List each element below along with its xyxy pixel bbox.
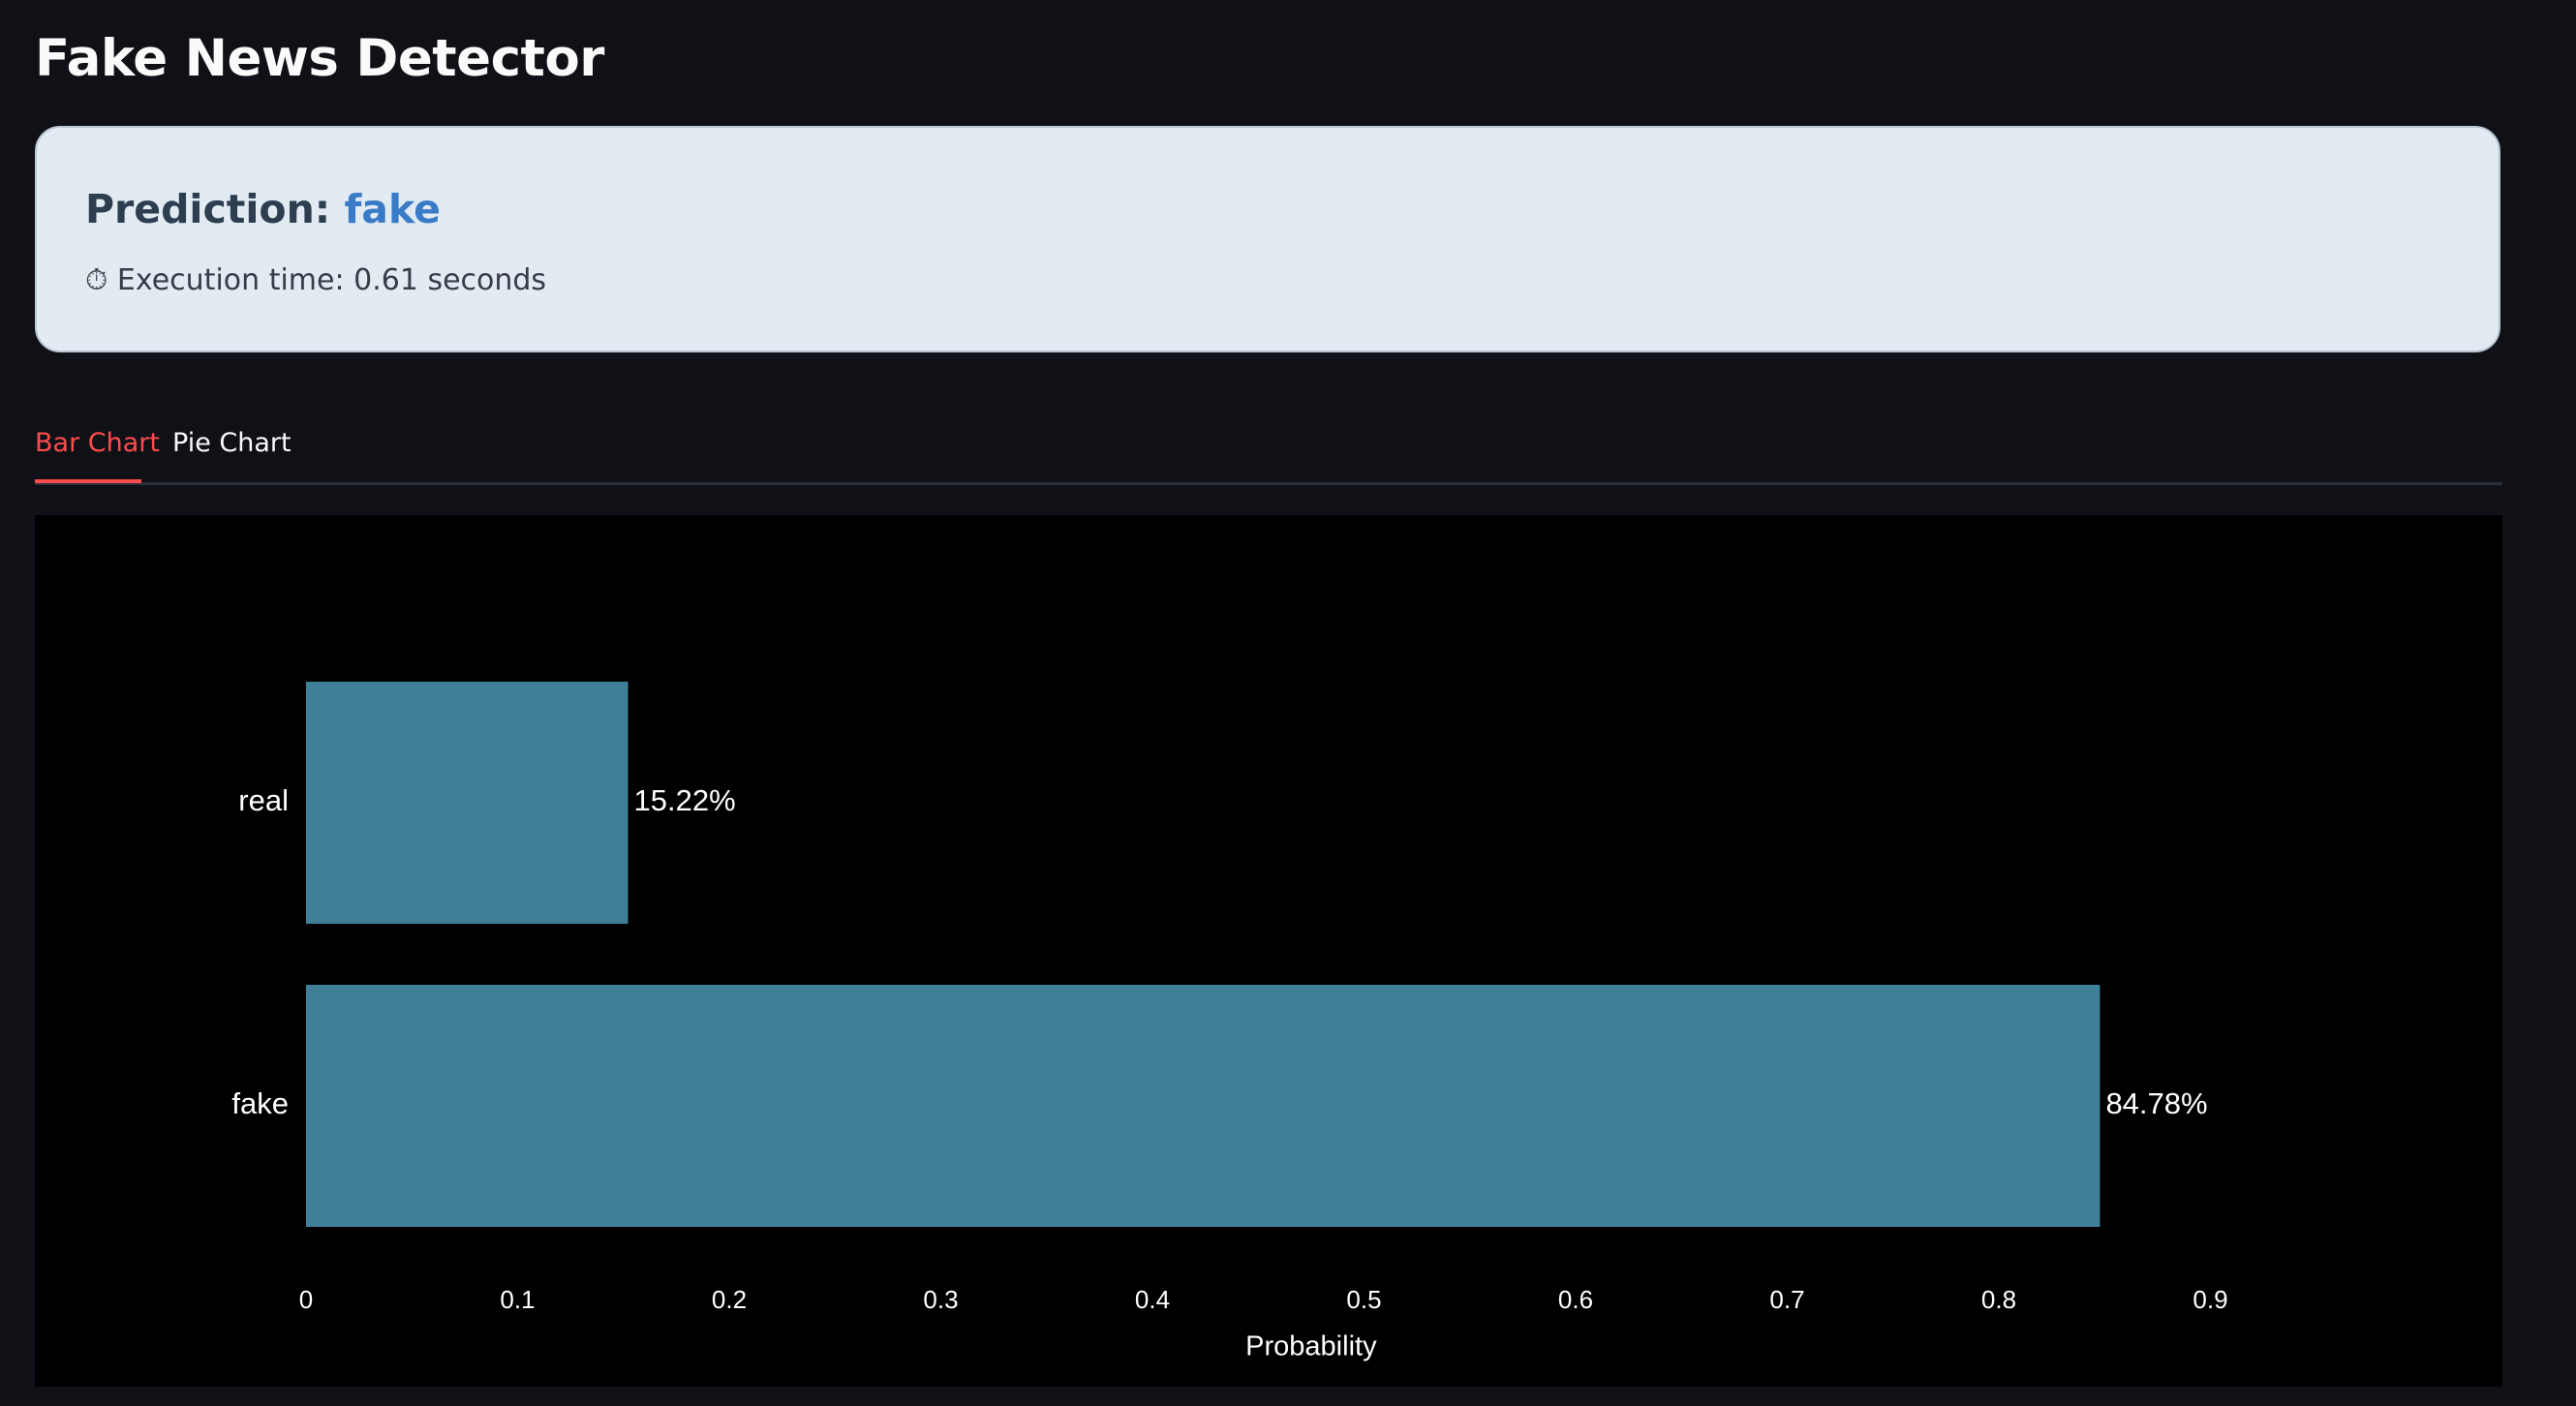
x-tick-label: 0.1 <box>500 1285 535 1314</box>
execution-time: ⏱ Execution time: 0.61 seconds <box>85 263 547 297</box>
tab-pie-chart[interactable]: Pie Chart <box>172 428 291 458</box>
x-tick-label: 0.2 <box>712 1285 747 1314</box>
x-tick-label: 0.9 <box>2193 1285 2227 1314</box>
x-tick-label: 0.7 <box>1769 1285 1804 1314</box>
x-tick-label: 0.5 <box>1346 1285 1381 1314</box>
bar-fake <box>306 985 2101 1227</box>
bar-real <box>306 682 629 924</box>
probability-bar-chart: real 15.22% fake 84.78% 0 0.1 0.2 0.3 0.4 0.5 0.6 0… <box>231 682 2228 1362</box>
x-tick-label: 0.4 <box>1135 1285 1170 1314</box>
x-tick-label: 0.6 <box>1558 1285 1593 1314</box>
prediction-card: Prediction: fake ⏱ Execution time: 0.61 … <box>35 126 2500 352</box>
active-tab-indicator <box>35 479 141 483</box>
x-tick-label: 0.8 <box>1981 1285 2016 1314</box>
data-label-real: 15.22% <box>634 783 736 817</box>
page-title: Fake News Detector <box>35 29 604 88</box>
x-tick-label: 0.3 <box>923 1285 958 1314</box>
category-label-fake: fake <box>231 1086 289 1120</box>
category-label-real: real <box>238 783 289 817</box>
tab-bar-chart[interactable]: Bar Chart <box>35 428 160 458</box>
prediction-heading: Prediction: fake <box>85 186 441 232</box>
x-axis-label: Probability <box>1245 1331 1377 1362</box>
prediction-label: Prediction: <box>85 186 331 232</box>
x-tick-label: 0 <box>299 1285 313 1314</box>
bar-chart-panel: real 15.22% fake 84.78% 0 0.1 0.2 0.3 0.4 0.5 0.6 0… <box>35 515 2502 1387</box>
prediction-value: fake <box>344 186 441 232</box>
data-label-fake: 84.78% <box>2105 1086 2207 1120</box>
chart-tabs: Bar Chart Pie Chart <box>35 416 2502 485</box>
